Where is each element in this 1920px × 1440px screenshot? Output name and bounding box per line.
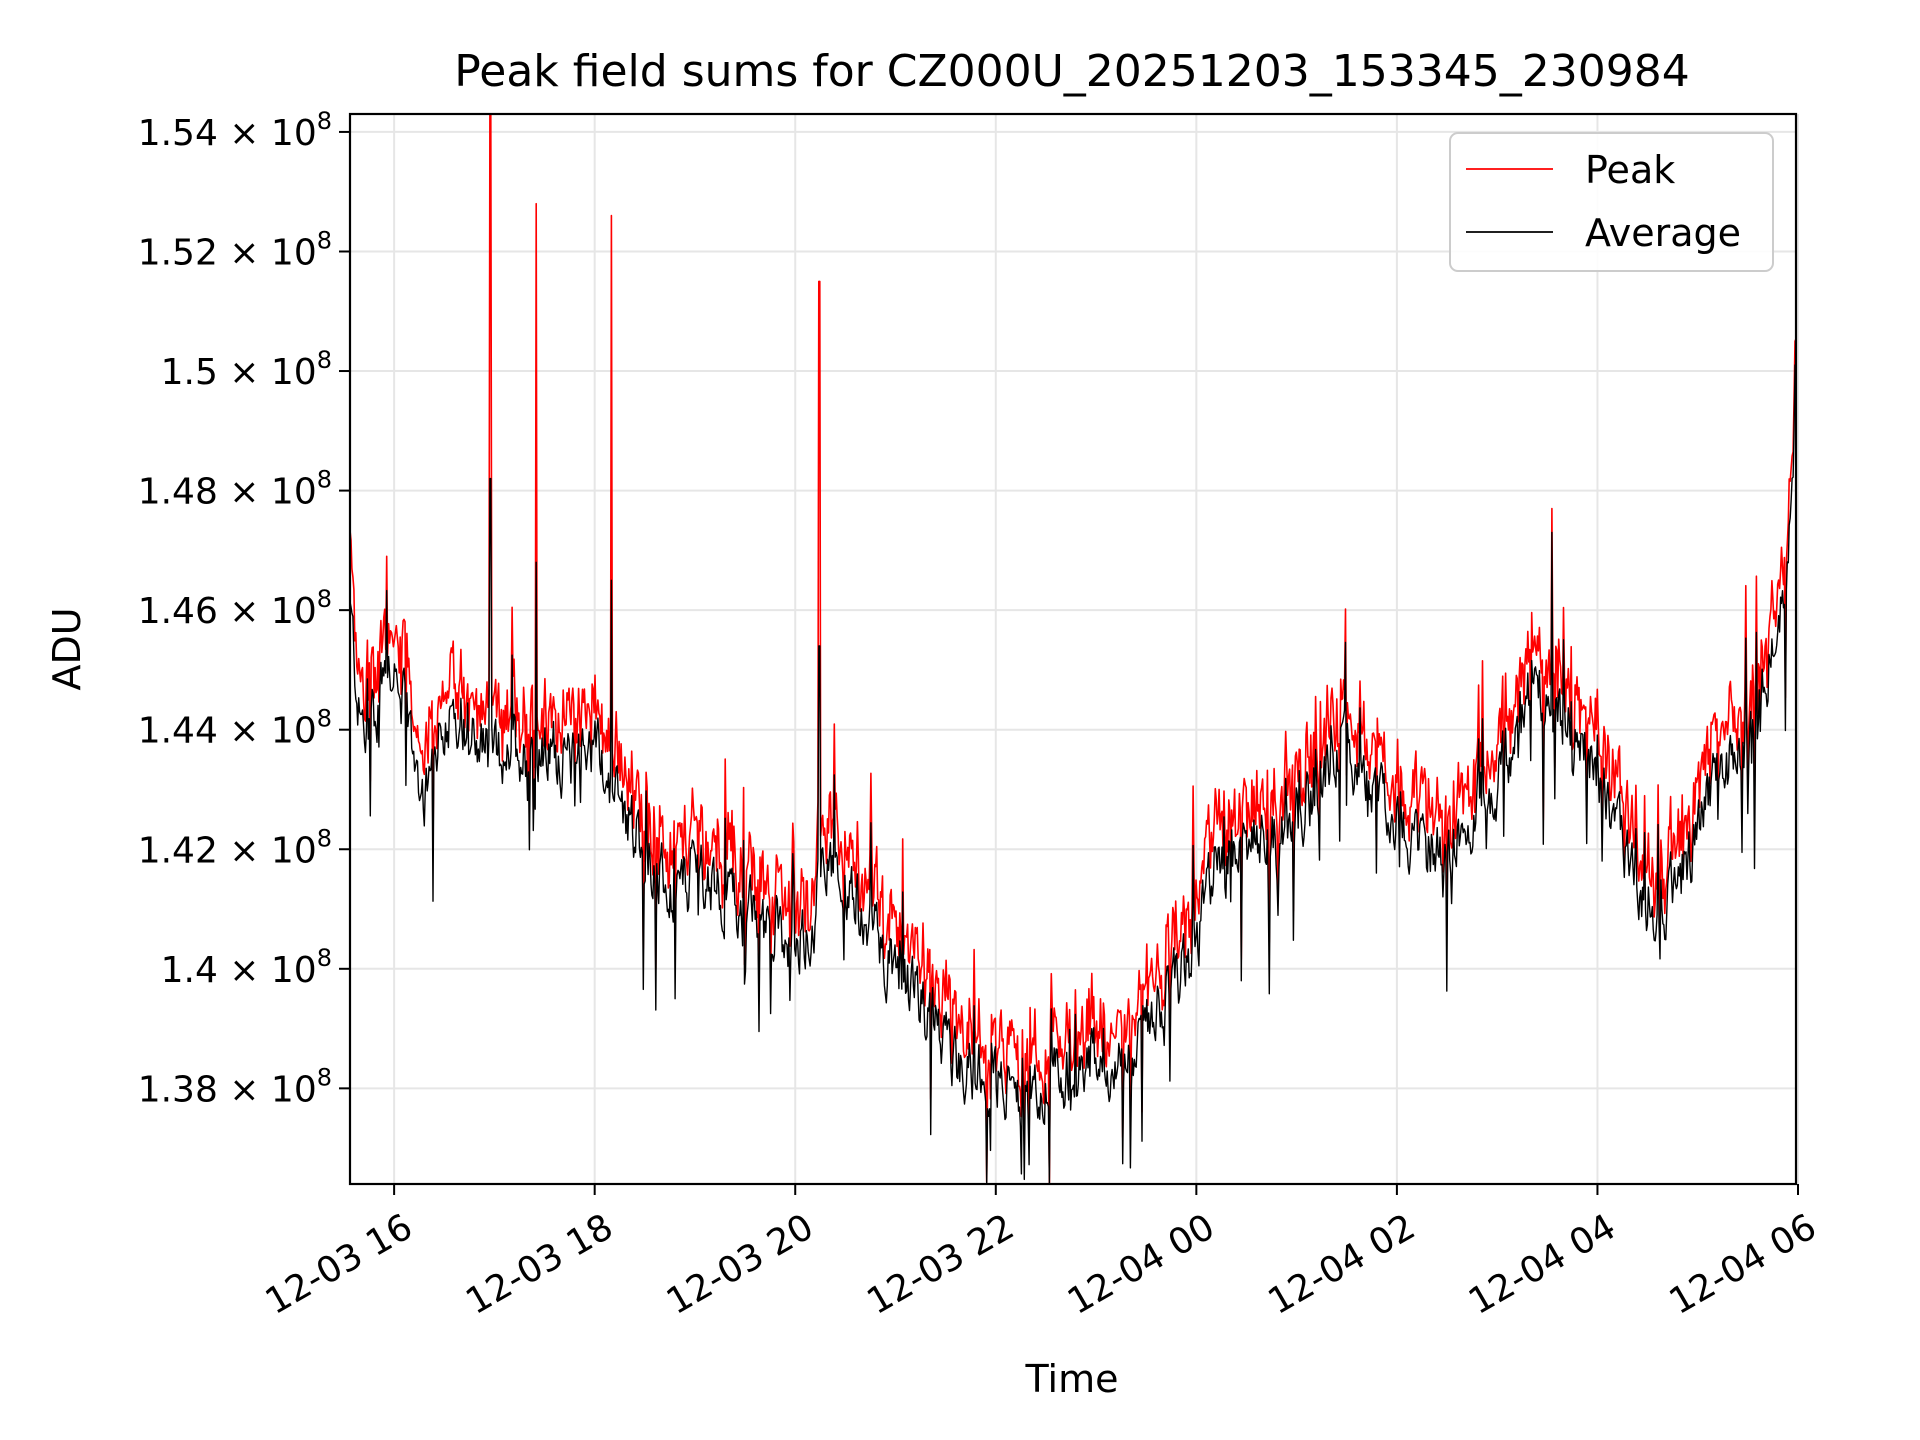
y-axis-label: ADU bbox=[45, 607, 89, 690]
legend-average-label: Average bbox=[1585, 211, 1741, 255]
y-tick-label: 1.44 × 108 bbox=[138, 705, 332, 752]
y-tick-label: 1.4 × 108 bbox=[161, 944, 332, 991]
x-axis-label: Time bbox=[1025, 1357, 1119, 1401]
legend: Peak Average bbox=[1449, 132, 1774, 272]
y-tick-label: 1.48 × 108 bbox=[138, 466, 332, 513]
y-axis-ticks: 1.38 × 108 1.4 × 108 1.42 × 108 1.44 × 108 1… bbox=[138, 107, 350, 1110]
legend-peak-label: Peak bbox=[1585, 148, 1675, 192]
legend-box bbox=[1449, 132, 1774, 272]
y-tick-label: 1.42 × 108 bbox=[138, 824, 332, 871]
y-tick-label: 1.54 × 108 bbox=[138, 107, 332, 154]
y-tick-label: 1.5 × 108 bbox=[161, 346, 332, 393]
y-tick-label: 1.46 × 108 bbox=[138, 585, 332, 632]
grid bbox=[350, 114, 1800, 1184]
y-tick-label: 1.52 × 108 bbox=[138, 226, 332, 273]
chart-title: Peak field sums for CZ000U_20251203_1533… bbox=[454, 46, 1689, 97]
plot-area bbox=[349, 113, 1797, 1185]
series-average-line bbox=[349, 364, 1797, 1185]
plot-frame bbox=[348, 112, 1798, 1186]
y-tick-label: 1.38 × 108 bbox=[138, 1063, 332, 1110]
